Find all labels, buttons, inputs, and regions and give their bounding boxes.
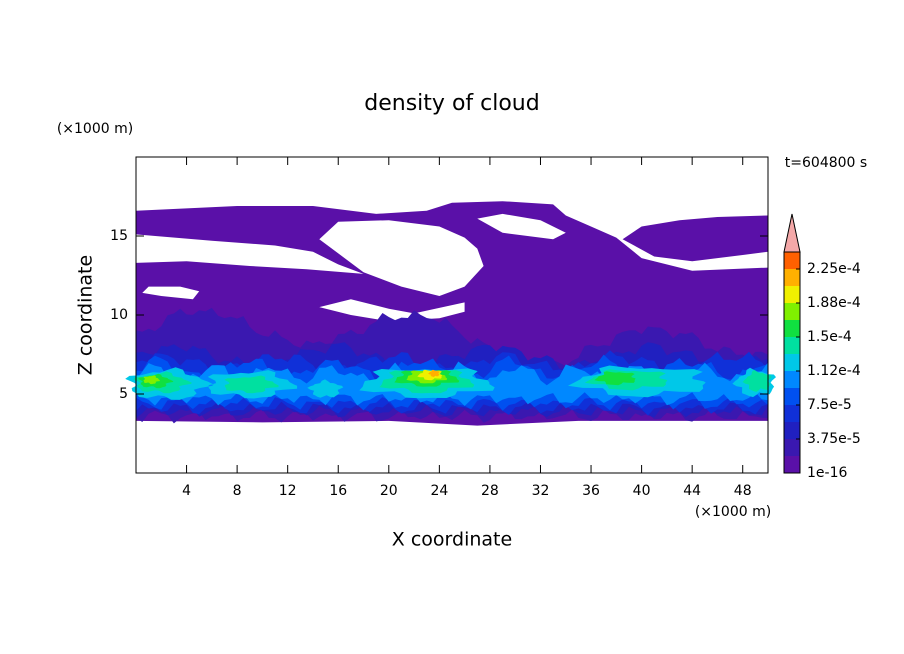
x-tick-label: 32 [532, 483, 550, 499]
contour-region [143, 370, 448, 385]
colorbar: 1e-16 3.75e-5 7.5e-5 1.12e-4 1.5e-4 1.88e-4 2.… [783, 213, 861, 481]
x-tick-label: 48 [734, 483, 752, 499]
y-tick-label: 5 [119, 386, 128, 402]
colorbar-swatch [784, 439, 800, 456]
x-tick-label: 20 [380, 483, 398, 499]
contour-region [428, 369, 440, 377]
colorbar-swatch [784, 337, 800, 354]
colorbar-tick-label: 2.25e-4 [807, 261, 861, 277]
colorbar-swatch [784, 286, 800, 303]
colorbar-swatch [784, 388, 800, 405]
colorbar-swatch [784, 405, 800, 422]
x-tick-label: 8 [233, 483, 242, 499]
colorbar-tick-label: 1e-16 [807, 465, 847, 481]
x-unit: (×1000 m) [695, 504, 771, 520]
colorbar-swatch [784, 252, 800, 269]
x-tick-label: 44 [683, 483, 701, 499]
colorbar-swatch [784, 320, 800, 337]
field [125, 201, 776, 426]
colorbar-tick-label: 1.12e-4 [807, 363, 861, 379]
x-tick-label: 24 [430, 483, 448, 499]
y-tick-label: 15 [110, 228, 128, 244]
colorbar-extend [783, 213, 801, 253]
x-tick-label: 4 [182, 483, 191, 499]
colorbar-tick-label: 1.88e-4 [807, 295, 861, 311]
chart-title: density of cloud [364, 91, 539, 116]
x-tick-label: 12 [279, 483, 297, 499]
colorbar-swatch [784, 371, 800, 388]
y-unit: (×1000 m) [57, 121, 133, 137]
x-tick-label: 36 [582, 483, 600, 499]
colorbar-swatch [784, 303, 800, 320]
colorbar-swatch [784, 422, 800, 439]
x-tick-label: 16 [329, 483, 347, 499]
y-tick-label: 10 [110, 307, 128, 323]
colorbar-swatch [784, 269, 800, 286]
x-tick-label: 40 [633, 483, 651, 499]
time-label: t=604800 s [785, 155, 867, 171]
x-axis-label: X coordinate [392, 529, 512, 551]
colorbar-tick-label: 1.5e-4 [807, 329, 852, 345]
colorbar-swatch [784, 354, 800, 371]
x-tick-label: 28 [481, 483, 499, 499]
colorbar-swatch [784, 456, 800, 473]
colorbar-tick-label: 3.75e-5 [807, 431, 861, 447]
y-axis-label: Z coordinate [75, 255, 97, 375]
colorbar-frame [783, 251, 801, 474]
colorbar-tick-label: 7.5e-5 [807, 397, 852, 413]
